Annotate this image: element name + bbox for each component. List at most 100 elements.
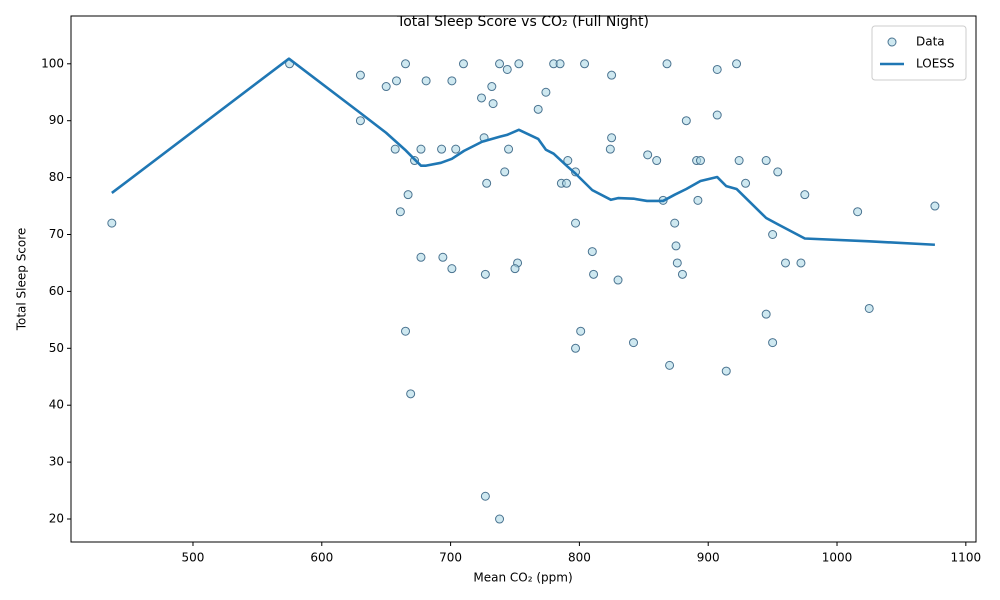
data-point: [761, 156, 771, 166]
data-point: [510, 264, 520, 274]
data-point: [447, 264, 457, 274]
data-point: [853, 207, 863, 217]
data-point: [671, 241, 681, 251]
data-point: [773, 167, 783, 177]
data-point: [480, 491, 490, 501]
data-point: [563, 156, 573, 166]
data-point: [741, 178, 751, 188]
data-point: [416, 252, 426, 262]
x-tick-label: 800: [568, 551, 591, 565]
data-point: [681, 116, 691, 126]
data-point: [800, 190, 810, 200]
data-point: [562, 178, 572, 188]
data-point: [107, 218, 117, 228]
data-point: [447, 76, 457, 86]
data-point: [768, 338, 778, 348]
trend-line: [111, 57, 935, 247]
data-point: [482, 178, 492, 188]
x-tick-label: 1100: [951, 551, 982, 565]
data-point: [695, 156, 705, 166]
data-point: [514, 59, 524, 69]
data-point: [761, 309, 771, 319]
data-point: [721, 366, 731, 376]
data-point: [438, 252, 448, 262]
data-point: [403, 190, 413, 200]
data-point: [488, 99, 498, 109]
x-axis-label: Mean CO₂ (ppm): [473, 571, 572, 585]
y-tick-label: 100: [41, 56, 64, 70]
data-point: [355, 116, 365, 126]
data-point: [643, 150, 653, 160]
data-point: [541, 87, 551, 97]
data-point: [607, 133, 617, 143]
data-point: [416, 144, 426, 154]
data-point: [780, 258, 790, 268]
x-tick-label: 900: [697, 551, 720, 565]
data-point: [670, 218, 680, 228]
data-point: [502, 64, 512, 74]
data-point: [381, 82, 391, 92]
data-point: [495, 514, 505, 524]
y-tick-label: 30: [49, 455, 64, 469]
data-point: [477, 93, 487, 103]
data-point: [587, 247, 597, 257]
x-tick-label: 700: [439, 551, 462, 565]
data-point: [555, 59, 565, 69]
data-point: [458, 59, 468, 69]
data-point: [487, 82, 497, 92]
data-point: [580, 59, 590, 69]
data-point: [500, 167, 510, 177]
legend-label: Data: [916, 35, 945, 49]
data-point: [401, 326, 411, 336]
data-point: [391, 76, 401, 86]
y-tick-label: 80: [49, 170, 64, 184]
y-tick-label: 70: [49, 227, 64, 241]
x-tick-label: 500: [182, 551, 205, 565]
data-point: [571, 218, 581, 228]
legend-label: LOESS: [916, 57, 955, 71]
y-tick-label: 40: [49, 398, 64, 412]
data-point: [665, 360, 675, 370]
data-point: [406, 389, 416, 399]
data-point: [576, 326, 586, 336]
y-tick-label: 60: [49, 284, 64, 298]
legend-marker: [887, 37, 897, 47]
data-point: [451, 144, 461, 154]
y-tick-label: 20: [49, 512, 64, 526]
data-point: [421, 76, 431, 86]
data-point: [712, 110, 722, 120]
data-point: [652, 156, 662, 166]
data-point: [589, 269, 599, 279]
data-point: [662, 59, 672, 69]
data-point: [495, 59, 505, 69]
data-point: [437, 144, 447, 154]
data-point: [605, 144, 615, 154]
x-tick-label: 600: [310, 551, 333, 565]
data-point: [504, 144, 514, 154]
data-point: [629, 338, 639, 348]
data-point: [768, 230, 778, 240]
y-axis-label: Total Sleep Score: [15, 228, 29, 332]
data-point: [355, 70, 365, 80]
data-point: [712, 64, 722, 74]
data-point: [571, 343, 581, 353]
data-point: [930, 201, 940, 211]
data-point: [401, 59, 411, 69]
data-point: [864, 303, 874, 313]
y-tick-label: 90: [49, 113, 64, 127]
data-point: [796, 258, 806, 268]
data-point: [607, 70, 617, 80]
data-point: [672, 258, 682, 268]
data-point: [732, 59, 742, 69]
data-point: [533, 104, 543, 114]
data-point: [613, 275, 623, 285]
data-point: [677, 269, 687, 279]
data-point: [390, 144, 400, 154]
data-point: [395, 207, 405, 217]
chart-title: Total Sleep Score vs CO₂ (Full Night): [396, 14, 649, 30]
plot-frame: [70, 15, 977, 543]
x-tick-label: 1000: [822, 551, 853, 565]
y-tick-label: 50: [49, 341, 64, 355]
